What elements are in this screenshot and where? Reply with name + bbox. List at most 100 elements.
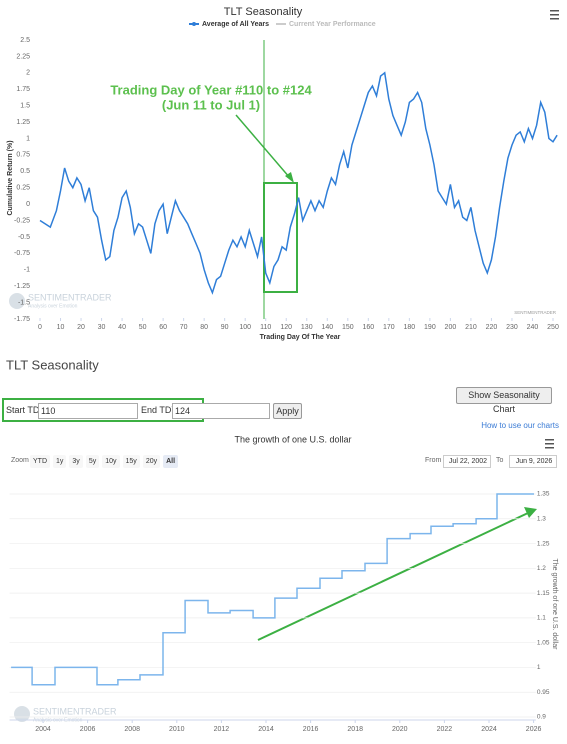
x-tick-label: 90 xyxy=(221,324,229,331)
y-axis-label: Cumulative Return (%) xyxy=(7,140,14,215)
watermark: SENTIMENTRADER xyxy=(28,292,112,302)
x-tick-label: 2022 xyxy=(437,726,453,733)
legend-swatch xyxy=(192,22,196,26)
y-tick-label: 2 xyxy=(26,70,30,77)
zoom-button[interactable]: 15y xyxy=(122,455,140,468)
y-tick-label: 0.25 xyxy=(16,185,30,192)
watermark: SENTIMENTRADER xyxy=(33,706,117,716)
y-tick-label: 0.5 xyxy=(20,168,30,175)
y-tick-label: 0.95 xyxy=(537,689,550,696)
x-tick-label: 200 xyxy=(445,324,457,331)
zoom-button[interactable]: 1y xyxy=(53,455,67,468)
to-input[interactable]: Jun 9, 2026 xyxy=(509,455,557,468)
x-tick-label: 140 xyxy=(321,324,333,331)
x-tick-label: 100 xyxy=(239,324,251,331)
y-tick-label: 1.5 xyxy=(20,102,30,109)
x-tick-label: 10 xyxy=(57,324,65,331)
y-tick-label: 1.15 xyxy=(537,590,550,597)
highlight-box xyxy=(263,182,298,293)
logo xyxy=(14,706,30,722)
y-tick-label: 1.2 xyxy=(537,565,546,572)
watermark: Analysis over Emotion xyxy=(28,303,78,309)
chart-title: TLT Seasonality xyxy=(224,6,303,18)
y-tick-label: 1 xyxy=(537,664,541,671)
x-tick-label: 180 xyxy=(404,324,416,331)
arrow-head xyxy=(524,507,537,518)
arrow xyxy=(257,512,529,641)
y-tick-label: -0.25 xyxy=(14,217,30,224)
from-input[interactable]: Jul 22, 2002 xyxy=(443,455,491,468)
y-tick-label: 1.35 xyxy=(537,491,550,498)
logo xyxy=(9,293,25,309)
arrow xyxy=(235,114,291,179)
x-tick-label: 50 xyxy=(139,324,147,331)
end-label: End TDY: xyxy=(141,405,180,415)
from-label: From xyxy=(425,457,442,464)
zoom-button[interactable]: 20y xyxy=(142,455,161,468)
x-tick-label: 2026 xyxy=(526,726,542,733)
y-tick-label: 2.5 xyxy=(20,37,30,44)
arrow-head xyxy=(285,172,294,183)
start-input[interactable]: 110 xyxy=(38,403,138,419)
zoom-button[interactable]: 3y xyxy=(69,455,83,468)
x-tick-label: 30 xyxy=(98,324,106,331)
zoom-button[interactable]: 10y xyxy=(102,455,120,468)
x-tick-label: 2024 xyxy=(481,726,497,733)
series-line xyxy=(39,71,558,295)
x-tick-label: 2014 xyxy=(258,726,274,733)
x-tick-label: 170 xyxy=(383,324,395,331)
x-tick-label: 110 xyxy=(260,324,271,331)
apply-button[interactable]: Apply xyxy=(273,403,302,419)
x-tick-label: 20 xyxy=(77,324,85,331)
chart-title: The growth of one U.S. dollar xyxy=(234,434,351,444)
x-tick-label: 120 xyxy=(280,324,292,331)
x-tick-label: 150 xyxy=(342,324,354,331)
zoom-button[interactable]: 5y xyxy=(85,455,100,468)
zoom-button[interactable]: YTD xyxy=(30,455,50,468)
show-chart-button[interactable]: Show Seasonality Chart xyxy=(456,387,552,414)
y-tick-label: 0.9 xyxy=(537,714,546,721)
y-tick-label: -0.5 xyxy=(18,234,30,241)
y-tick-label: 1.05 xyxy=(537,639,550,646)
y-tick-label: 0.75 xyxy=(16,152,30,159)
legend-entry[interactable]: Current Year Performance xyxy=(289,21,376,28)
x-tick-label: 2018 xyxy=(347,726,363,733)
zoom-group: YTD 1y 3y 5y 10y 15y 20y All xyxy=(30,455,179,468)
x-tick-label: 2006 xyxy=(80,726,96,733)
y-tick-label: 1.75 xyxy=(16,86,30,93)
menu-icon[interactable] xyxy=(545,439,554,449)
x-tick-label: 2008 xyxy=(124,726,140,733)
y-tick-label: -0.75 xyxy=(14,250,30,257)
y-tick-label: 2.25 xyxy=(16,53,30,60)
x-tick-label: 2004 xyxy=(35,726,51,733)
y-axis-label: The growth of one U.S. dollar xyxy=(551,558,558,650)
x-tick-label: 230 xyxy=(506,324,518,331)
x-tick-label: 190 xyxy=(424,324,436,331)
x-tick-label: 210 xyxy=(465,324,477,331)
x-tick-label: 130 xyxy=(301,324,313,331)
x-tick-label: 80 xyxy=(200,324,208,331)
y-tick-label: 1.25 xyxy=(537,540,550,547)
section-header: TLT Seasonality xyxy=(6,357,99,372)
zoom-button[interactable]: All xyxy=(163,455,179,468)
y-tick-label: 1.3 xyxy=(537,515,546,522)
y-tick-label: 1.25 xyxy=(16,119,30,126)
x-tick-label: 2016 xyxy=(303,726,319,733)
end-input[interactable]: 124 xyxy=(172,403,270,419)
y-tick-label: -1.75 xyxy=(14,316,30,323)
y-tick-label: -1.25 xyxy=(14,283,30,290)
x-tick-label: 240 xyxy=(527,324,539,331)
legend-entry[interactable]: Average of All Years xyxy=(202,21,269,28)
y-tick-label: -1.5 xyxy=(18,299,30,306)
x-axis-label: Trading Day Of The Year xyxy=(260,334,341,341)
x-tick-label: 2020 xyxy=(392,726,408,733)
annotation: (Jun 11 to Jul 1) xyxy=(162,97,260,112)
series-line xyxy=(11,493,534,686)
help-link[interactable]: How to use our charts xyxy=(481,421,559,430)
start-label: Start TDY: xyxy=(6,405,48,415)
x-tick-label: 40 xyxy=(118,324,126,331)
menu-icon[interactable] xyxy=(550,10,559,20)
x-tick-label: 0 xyxy=(38,324,42,331)
